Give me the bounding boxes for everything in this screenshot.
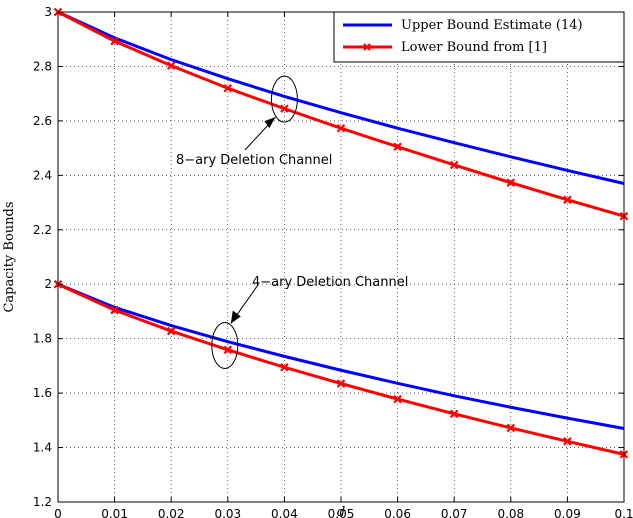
- annotation-label-8ary: 8−ary Deletion Channel: [176, 153, 332, 168]
- x-tick-label: 0.09: [554, 507, 581, 518]
- x-tick-label: 0.08: [497, 507, 524, 518]
- y-tick-label: 1.6: [33, 386, 52, 400]
- data-point-8-ary-lower: [506, 178, 516, 187]
- data-point-8-ary-lower: [110, 36, 119, 46]
- y-axis-label: Capacity Bounds: [2, 201, 17, 312]
- data-point-8-ary-lower: [449, 160, 459, 170]
- data-point-4-ary-lower: [166, 326, 176, 336]
- grid: [58, 12, 624, 502]
- x-tick-label: 0.07: [441, 507, 468, 518]
- y-tick-label: 1.4: [33, 441, 52, 455]
- annotation-ellipse-4ary: [211, 321, 239, 369]
- series-layer: [53, 7, 629, 459]
- annotation-arrowhead-4ary: [230, 310, 241, 324]
- y-tick-label: 2.8: [33, 59, 52, 73]
- data-point-8-ary-lower: [223, 83, 233, 93]
- series-line-4-ary-upper: [57, 282, 625, 430]
- data-point-4-ary-lower: [506, 423, 516, 433]
- x-tick-label: 0.04: [271, 507, 298, 518]
- data-point-4-ary-lower: [336, 379, 346, 388]
- data-point-4-ary-lower: [563, 437, 572, 446]
- data-point-4-ary-lower: [280, 362, 289, 372]
- legend-upper-label: Upper Bound Estimate (14): [401, 18, 583, 33]
- data-point-8-ary-lower: [393, 142, 402, 152]
- data-point-4-ary-lower: [223, 345, 233, 355]
- legend-lower-marker: [363, 43, 371, 51]
- y-tick-label: 2.2: [33, 223, 52, 237]
- x-tick-label: 0.02: [158, 507, 185, 518]
- data-point-8-ary-lower: [166, 61, 176, 70]
- data-point-8-ary-lower: [563, 195, 572, 205]
- data-point-8-ary-lower: [336, 123, 346, 133]
- x-tick-label: 0.03: [214, 507, 241, 518]
- y-tick-label: 2.4: [33, 168, 52, 182]
- y-tick-label: 1.2: [33, 495, 52, 509]
- y-tick-label: 2: [44, 277, 52, 291]
- annotation-label-4ary: 4−ary Deletion Channel: [252, 275, 408, 290]
- annotations: 8−ary Deletion Channel 4−ary Deletion Cha…: [176, 75, 408, 369]
- y-tick-label: 3: [44, 5, 52, 19]
- x-tick-label: 0.1: [614, 507, 633, 518]
- annotation-arrowhead-8ary: [264, 117, 276, 129]
- x-tick-label: 0.06: [384, 507, 411, 518]
- annotation-ellipse-8ary: [270, 75, 298, 123]
- data-point-4-ary-lower: [393, 394, 402, 404]
- x-axis-label: d: [337, 505, 345, 518]
- data-point-8-ary-lower: [280, 104, 289, 113]
- legend: Upper Bound Estimate (14) Lower Bound fr…: [333, 11, 625, 63]
- legend-box: [333, 11, 625, 63]
- series-line-8-ary-upper: [57, 10, 625, 185]
- x-tick-label: 0.05: [328, 507, 355, 518]
- y-tick-label: 2.6: [33, 114, 52, 128]
- axis-ticks: 0 0.01 0.02 0.03 0.04 0.05 0.06 0.07 0.08 0.09 0.1…: [33, 5, 633, 518]
- y-tick-label: 1.8: [33, 332, 52, 346]
- legend-lower-label: Lower Bound from [1]: [401, 40, 547, 55]
- x-tick-label: 0.01: [101, 507, 128, 518]
- data-point-4-ary-lower: [449, 409, 459, 419]
- data-point-4-ary-lower: [110, 305, 119, 315]
- x-tick-label: 0: [54, 507, 62, 518]
